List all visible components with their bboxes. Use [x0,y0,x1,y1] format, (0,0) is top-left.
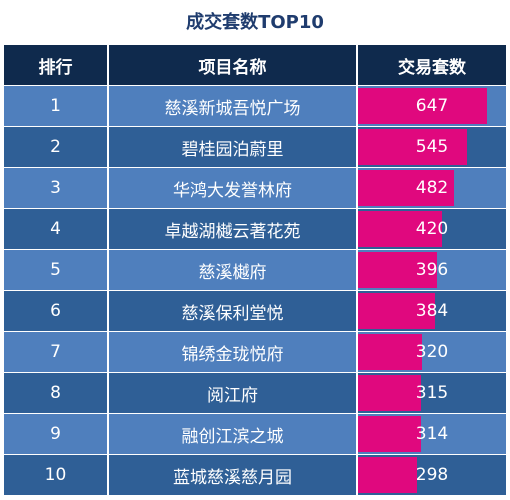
value-cell: 647 [358,86,506,126]
project-name-cell: 华鸿大发誉林府 [109,168,356,208]
header-rank: 排行 [4,45,107,85]
header-name: 项目名称 [109,45,356,85]
value-label: 396 [415,260,449,280]
table-row: 1 慈溪新城吾悦广场 647 [4,86,506,126]
project-name-cell: 慈溪樾府 [109,250,356,290]
table-row: 2 碧桂园泊蔚里 545 [4,127,506,167]
table-row: 5 慈溪樾府 396 [4,250,506,290]
value-bar [358,88,487,124]
value-label: 482 [415,178,449,198]
rank-cell: 4 [4,209,107,249]
chart-title: 成交套数TOP10 [186,12,324,33]
value-cell: 315 [358,373,506,413]
table-row: 4 卓越湖樾云著花苑 420 [4,209,506,249]
value-cell: 298 [358,455,506,495]
rank-cell: 5 [4,250,107,290]
rank-cell: 3 [4,168,107,208]
project-name-cell: 蓝城慈溪慈月园 [109,455,356,495]
value-label: 420 [415,219,449,239]
rank-cell: 10 [4,455,107,495]
value-cell: 320 [358,332,506,372]
value-bar [358,293,435,329]
value-bar [358,252,437,288]
project-name-cell: 卓越湖樾云著花苑 [109,209,356,249]
table-row: 7 锦绣金珑悦府 320 [4,332,506,372]
table-row: 9 融创江滨之城 314 [4,414,506,454]
table-row: 8 阅江府 315 [4,373,506,413]
rank-cell: 8 [4,373,107,413]
table-row: 10 蓝城慈溪慈月园 298 [4,455,506,495]
header-value: 交易套数 [358,45,506,85]
value-label: 384 [415,301,449,321]
table-row: 6 慈溪保利堂悦 384 [4,291,506,331]
ranking-table: 排行 项目名称 交易套数 1 慈溪新城吾悦广场 647 2 碧桂园泊蔚里 545 3 华鸿大发… [4,45,506,495]
value-label: 545 [415,137,449,157]
value-bar [358,375,421,411]
value-cell: 545 [358,127,506,167]
project-name-cell: 慈溪保利堂悦 [109,291,356,331]
rank-cell: 6 [4,291,107,331]
value-cell: 384 [358,291,506,331]
value-bar [358,129,467,165]
value-bar [358,416,421,452]
value-cell: 314 [358,414,506,454]
table-row: 3 华鸿大发誉林府 482 [4,168,506,208]
rank-cell: 1 [4,86,107,126]
rank-cell: 2 [4,127,107,167]
project-name-cell: 碧桂园泊蔚里 [109,127,356,167]
value-bar [358,334,422,370]
value-bar [358,211,442,247]
value-label: 298 [415,465,449,485]
value-label: 315 [415,383,449,403]
value-bar [358,457,417,493]
project-name-cell: 慈溪新城吾悦广场 [109,86,356,126]
rank-cell: 9 [4,414,107,454]
value-label: 320 [415,342,449,362]
rank-cell: 7 [4,332,107,372]
table-header-row: 排行 项目名称 交易套数 [4,45,506,85]
project-name-cell: 融创江滨之城 [109,414,356,454]
value-cell: 396 [358,250,506,290]
value-cell: 482 [358,168,506,208]
project-name-cell: 阅江府 [109,373,356,413]
value-label: 647 [415,96,449,116]
value-cell: 420 [358,209,506,249]
value-label: 314 [415,424,449,444]
project-name-cell: 锦绣金珑悦府 [109,332,356,372]
value-bar [358,170,454,206]
